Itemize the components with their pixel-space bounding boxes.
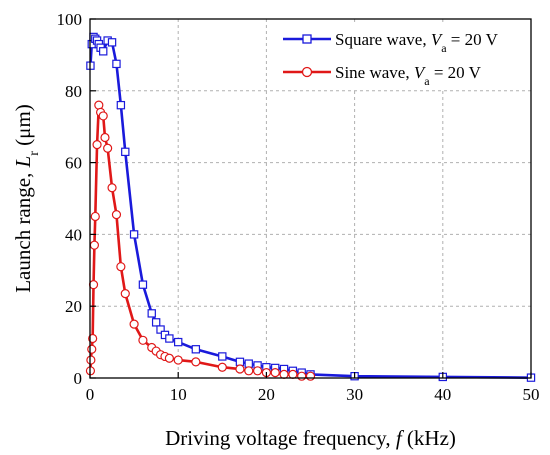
legend-label-square: Square wave, Va = 20 V: [335, 30, 499, 55]
data-point-sine: [129, 319, 139, 329]
data-point-sine: [279, 369, 289, 380]
y-tick-label: 100: [57, 10, 83, 29]
x-tick-label: 10: [170, 385, 187, 404]
data-point-sine: [270, 368, 280, 378]
series-square: [86, 32, 536, 382]
data-point-sine: [252, 366, 263, 376]
y-tick-label: 40: [65, 225, 82, 244]
x-tick-label: 0: [86, 385, 95, 404]
data-point-square: [156, 325, 165, 334]
data-point-sine: [111, 210, 122, 220]
y-axis-title: Launch range, Lr (μm): [11, 104, 42, 293]
data-point-square: [165, 334, 174, 343]
data-point-sine: [120, 289, 130, 299]
y-tick-label: 20: [65, 297, 82, 316]
grid-lines: [90, 19, 531, 378]
data-point-sine: [100, 132, 110, 143]
data-point-square: [116, 100, 126, 110]
x-axis-title: Driving voltage frequency, f (kHz): [165, 426, 456, 450]
legend-marker-square: [302, 34, 312, 44]
y-tick-label: 60: [65, 154, 82, 173]
legend-label-sine: Sine wave, Va = 20 V: [335, 63, 482, 88]
data-point-sine: [305, 371, 316, 381]
data-point-square: [235, 357, 245, 367]
ticks: 0 10 20 30 40 50 0 20 40 60 80 100: [57, 10, 540, 404]
data-point-sine: [235, 364, 245, 374]
data-point-sine: [173, 355, 183, 365]
x-tick-label: 50: [523, 385, 540, 404]
legend-entry-sine: Sine wave, Va = 20 V: [283, 63, 482, 88]
legend-box: [272, 24, 527, 88]
data-point-square: [244, 359, 253, 368]
data-point-sine: [89, 240, 100, 250]
data-point-sine: [217, 362, 227, 372]
y-tick-label: 0: [74, 369, 83, 388]
data-point-square: [107, 38, 117, 47]
data-point-sine: [86, 355, 96, 365]
data-point-sine: [87, 344, 97, 354]
data-point-sine: [90, 211, 100, 222]
data-point-square: [112, 59, 121, 69]
data-point-square: [129, 230, 139, 239]
x-tick-label: 30: [346, 385, 363, 404]
data-point-sine: [98, 111, 108, 121]
legend-marker-sine: [301, 66, 313, 78]
series-layer: [85, 32, 536, 382]
data-point-sine: [116, 262, 126, 272]
legend: Square wave, Va = 20 V Sine wave, Va = 2…: [272, 24, 527, 88]
data-point-sine: [92, 140, 102, 150]
data-point-square: [151, 318, 161, 327]
data-point-sine: [138, 335, 148, 345]
data-point-sine: [191, 357, 201, 367]
data-point-square: [147, 309, 156, 318]
data-point-sine: [164, 353, 174, 363]
series-sine: [85, 100, 316, 381]
data-point-sine: [244, 366, 254, 376]
data-point-square: [174, 337, 183, 347]
data-point-sine: [103, 143, 113, 153]
x-tick-label: 40: [434, 385, 451, 404]
plot-frame: [89, 18, 532, 379]
data-point-square: [138, 280, 148, 289]
y-tick-label: 80: [65, 82, 82, 101]
data-point-square: [121, 147, 130, 157]
data-point-sine: [288, 369, 298, 380]
data-point-sine: [107, 183, 117, 193]
data-point-square: [191, 345, 201, 354]
x-tick-label: 20: [258, 385, 275, 404]
data-point-sine: [297, 371, 307, 381]
data-point-square: [99, 47, 108, 56]
data-point-sine: [88, 280, 99, 290]
legend-entry-square: Square wave, Va = 20 V: [283, 30, 499, 55]
data-point-square: [218, 352, 227, 361]
